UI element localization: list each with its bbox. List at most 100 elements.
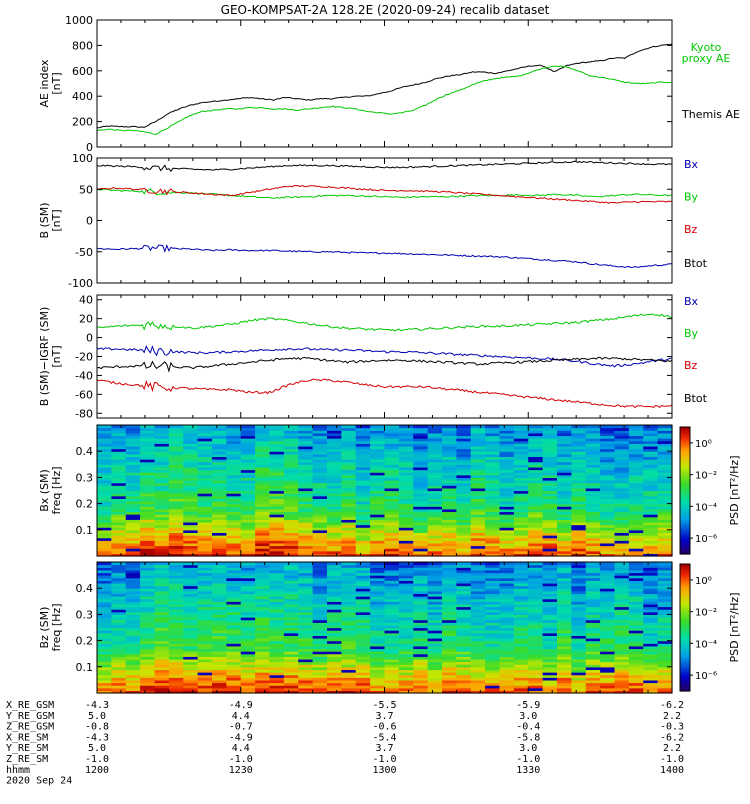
spectrogram-cell [97,537,112,541]
spectrogram-cell [585,440,601,444]
spectrogram-cell [327,564,342,568]
spectrogram-cell [528,637,544,642]
spectrogram-cell [183,516,199,520]
spectrogram-cell [542,519,558,523]
spectrogram-cell [571,627,587,631]
ephemeris-value: 1400 [660,765,684,776]
spectrogram-cell [614,472,630,476]
spectrogram-cell [140,643,156,647]
spectrogram-cell [140,637,156,642]
spectrogram-cell [355,527,371,531]
spectrogram-cell [600,577,616,581]
spectrogram-cell [327,643,342,647]
spectrogram-cell [657,548,673,552]
spectrogram-cell [355,535,371,539]
spectrogram-cell [283,664,299,668]
spectrogram-cell [111,430,127,434]
spectrogram-cell [312,614,328,618]
spectrogram-cell [485,521,501,526]
spectrogram-cell [470,632,486,636]
spectrogram-cell [312,456,328,460]
spectrogram-cell [240,577,256,581]
spectrogram-cell [427,542,443,547]
spectrogram-cell [485,630,501,634]
spectrogram-cell [585,653,601,657]
spectrogram-cell [585,453,601,458]
spectrogram-cell [312,440,328,444]
spectrogram-cell [614,580,630,584]
spectrogram-cell [384,440,400,444]
spectrogram-cell [657,611,673,615]
spectrogram-cell [111,451,127,455]
spectrogram-cell [140,498,156,502]
spectrogram-cell [643,609,659,613]
spectrogram-cell [585,514,601,518]
spectrogram-cell [341,472,357,476]
spectrogram-cell [600,490,616,494]
spectrogram-cell [384,632,400,636]
panel-frame [96,157,673,284]
spectrogram-cell [485,627,501,631]
spectrogram-cell [413,640,429,644]
spectrogram-cell [470,603,486,608]
spectrogram-cell [585,500,601,505]
spectrogram-cell [140,661,156,665]
spectrogram-cell [427,679,443,684]
spectrogram-cell [183,567,199,571]
spectrogram-cell [585,585,601,589]
spectrogram-cell [600,611,616,615]
spectrogram-cell [585,527,601,531]
spectrogram-cell [384,624,400,629]
spectrogram-cell [341,521,357,526]
spectrogram-cell [240,564,256,568]
spectrogram-cell [485,480,501,484]
spectrogram-cell [614,569,630,574]
spectrogram-cell [571,651,587,655]
spectrogram-cell [154,611,170,615]
spectrogram-cell [255,588,271,592]
spectrogram-cell [485,461,501,465]
spectrogram-cell [628,682,644,686]
spectrogram-cell [341,535,357,539]
spectrogram-cell [183,603,199,608]
spectrogram-cell [571,601,587,605]
spectrogram-cell [528,532,544,536]
spectrogram-cell [384,666,400,671]
spectrogram-cell [614,632,630,636]
ephemeris-value: 1300 [372,765,396,776]
spectrogram-cell [255,453,271,458]
spectrogram-cell [240,682,256,686]
spectrogram-cell [370,461,386,465]
spectrogram-cell [226,632,242,636]
spectrogram-cell [197,569,213,574]
spectrogram-cell [384,669,400,673]
spectrogram-cell [557,664,572,668]
spectrogram-cell [557,593,572,597]
spectrogram-cell [125,469,141,473]
spectrogram-cell [427,635,443,639]
spectrogram-cell [255,575,271,579]
colorbar-segment [680,490,690,494]
colorbar-segment [680,623,690,626]
spectrogram-cell [140,564,156,568]
spectrogram-cell [341,466,357,471]
spectrogram-cell [657,490,673,494]
spectrogram-cell [168,685,184,689]
spectrogram-cell [212,459,227,463]
spectrogram-cell [557,648,572,652]
spectrogram-cell [298,598,314,602]
spectrogram-cell [442,677,457,681]
spectrogram-cell [585,485,601,489]
spectrogram-cell [226,643,242,647]
spectrogram-cell [657,545,673,549]
spectrogram-cell [470,593,486,597]
spectrogram-cell [657,500,673,505]
spectrogram-cell [370,580,386,584]
spectrogram-cell [240,622,256,626]
spectrogram-cell [571,508,587,513]
spectrogram-cell [168,564,184,568]
spectrogram-cell [456,506,472,510]
spectrogram-cell [628,495,644,499]
spectrogram-cell [557,485,572,489]
spectrogram-cell [269,630,285,634]
